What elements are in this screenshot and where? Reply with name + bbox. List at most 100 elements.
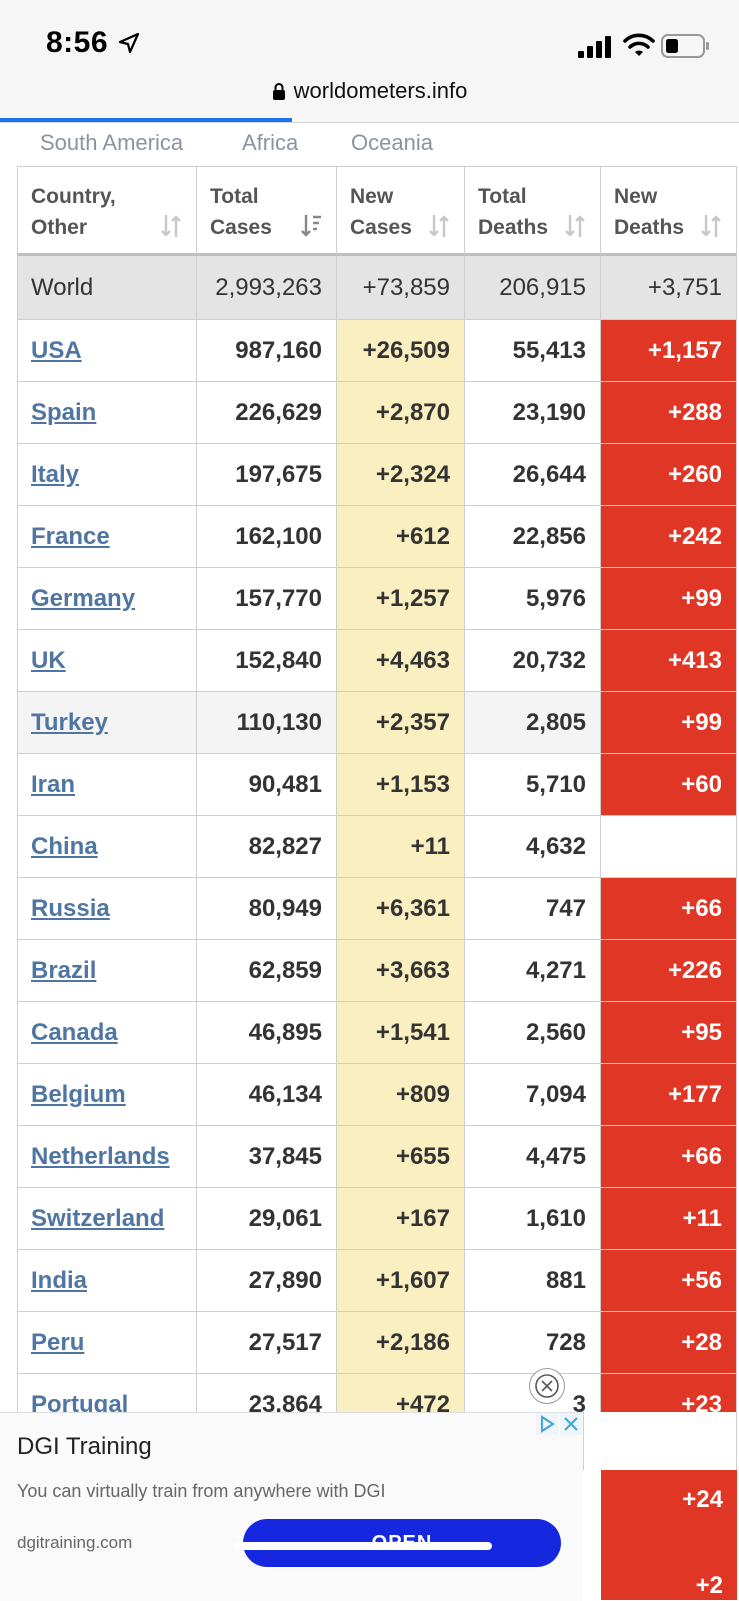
ad-banner[interactable]: DGI Training You can virtually train fro… bbox=[0, 1412, 583, 1601]
total-deaths-cell: 2,560 bbox=[465, 1002, 601, 1064]
total-cases-cell: 37,845 bbox=[197, 1126, 337, 1188]
column-header-label: Total bbox=[478, 185, 527, 208]
country-link[interactable]: India bbox=[31, 1266, 88, 1294]
new-cases-cell: +2,870 bbox=[337, 382, 465, 444]
table-row: Canada 46,895 +1,541 2,560 +95 bbox=[17, 1002, 737, 1064]
country-link[interactable]: Germany bbox=[31, 584, 136, 612]
country-cell: India bbox=[17, 1250, 197, 1312]
country-cell: Switzerland bbox=[17, 1188, 197, 1250]
country-link[interactable]: Iran bbox=[31, 770, 76, 798]
column-header-label: Other bbox=[31, 216, 88, 239]
country-link[interactable]: Belgium bbox=[31, 1080, 126, 1108]
table-row: Turkey 110,130 +2,357 2,805 +99 bbox=[17, 692, 737, 754]
column-header-total-deaths[interactable]: Total Deaths bbox=[465, 166, 601, 256]
country-cell: Turkey bbox=[17, 692, 197, 754]
home-indicator[interactable] bbox=[234, 1542, 492, 1550]
country-link[interactable]: China bbox=[31, 832, 98, 860]
sort-descending-icon[interactable] bbox=[300, 213, 322, 239]
table-cell-peek: +2 bbox=[601, 1530, 737, 1600]
table-row: UK 152,840 +4,463 20,732 +413 bbox=[17, 630, 737, 692]
new-cases-cell: +2,324 bbox=[337, 444, 465, 506]
country-link[interactable]: USA bbox=[31, 336, 82, 364]
country-link[interactable]: Canada bbox=[31, 1018, 118, 1046]
column-header-label: Cases bbox=[210, 216, 272, 239]
new-cases-cell: +1,607 bbox=[337, 1250, 465, 1312]
country-link[interactable]: Spain bbox=[31, 398, 97, 426]
total-deaths-cell: 1,610 bbox=[465, 1188, 601, 1250]
new-deaths-cell: +66 bbox=[601, 1126, 737, 1188]
address-bar[interactable]: worldometers.info bbox=[0, 78, 739, 108]
total-cases-cell: 27,890 bbox=[197, 1250, 337, 1312]
new-cases-cell: +1,257 bbox=[337, 568, 465, 630]
new-deaths-cell: +99 bbox=[601, 568, 737, 630]
divider bbox=[0, 122, 739, 123]
column-header-label: Country, bbox=[31, 185, 116, 208]
country-link[interactable]: Netherlands bbox=[31, 1142, 170, 1170]
total-cases-cell: 987,160 bbox=[197, 320, 337, 382]
ad-description: You can virtually train from anywhere wi… bbox=[17, 1481, 386, 1501]
close-ad-button[interactable] bbox=[529, 1368, 565, 1404]
total-cases-cell: 27,517 bbox=[197, 1312, 337, 1374]
country-link[interactable]: Switzerland bbox=[31, 1204, 165, 1232]
new-cases-cell: +6,361 bbox=[337, 878, 465, 940]
tab-africa[interactable]: Africa bbox=[242, 130, 299, 155]
country-link[interactable]: Peru bbox=[31, 1328, 85, 1356]
table-row: Italy 197,675 +2,324 26,644 +260 bbox=[17, 444, 737, 506]
ad-title: DGI Training bbox=[17, 1433, 152, 1460]
covid-table: Country, Other Total Cases New Cases Total Deat… bbox=[17, 166, 737, 1436]
column-header-new-cases[interactable]: New Cases bbox=[337, 166, 465, 256]
table-cell-peek: +24 bbox=[601, 1470, 737, 1530]
sort-icon[interactable] bbox=[700, 213, 722, 239]
new-deaths-cell: +177 bbox=[601, 1064, 737, 1126]
country-link[interactable]: Italy bbox=[31, 460, 80, 488]
ad-close-icon[interactable] bbox=[560, 1413, 582, 1435]
country-link[interactable]: France bbox=[31, 522, 110, 550]
total-deaths-cell: 5,976 bbox=[465, 568, 601, 630]
tab-south-america[interactable]: South America bbox=[40, 130, 184, 155]
sort-icon[interactable] bbox=[428, 213, 450, 239]
total-cases-cell: 197,675 bbox=[197, 444, 337, 506]
url-text: worldometers.info bbox=[293, 78, 468, 103]
battery-icon bbox=[661, 34, 709, 58]
table-row: Brazil 62,859 +3,663 4,271 +226 bbox=[17, 940, 737, 1002]
tab-oceania[interactable]: Oceania bbox=[351, 130, 433, 155]
new-deaths-cell: +60 bbox=[601, 754, 737, 816]
new-deaths-cell: +95 bbox=[601, 1002, 737, 1064]
column-header-label: New bbox=[614, 185, 658, 208]
new-cases-cell: +1,541 bbox=[337, 1002, 465, 1064]
total-cases-cell: 46,895 bbox=[197, 1002, 337, 1064]
total-cases-cell: 82,827 bbox=[197, 816, 337, 878]
new-deaths-cell: +288 bbox=[601, 382, 737, 444]
column-header-label: New bbox=[350, 185, 394, 208]
country-cell: Brazil bbox=[17, 940, 197, 1002]
sort-icon[interactable] bbox=[564, 213, 586, 239]
column-header-label: Cases bbox=[350, 216, 412, 239]
country-cell: Peru bbox=[17, 1312, 197, 1374]
ad-choices-icon[interactable] bbox=[536, 1413, 558, 1435]
sort-icon[interactable] bbox=[160, 213, 182, 239]
total-deaths-cell: 26,644 bbox=[465, 444, 601, 506]
country-cell: Germany bbox=[17, 568, 197, 630]
new-deaths-cell: +242 bbox=[601, 506, 737, 568]
total-cases-cell: 226,629 bbox=[197, 382, 337, 444]
total-cases-cell: 110,130 bbox=[197, 692, 337, 754]
new-cases-cell: +2,186 bbox=[337, 1312, 465, 1374]
new-deaths-cell: +260 bbox=[601, 444, 737, 506]
column-header-label: Deaths bbox=[478, 216, 549, 239]
column-header-country[interactable]: Country, Other bbox=[17, 166, 197, 256]
page-load-progress bbox=[0, 118, 292, 122]
country-link[interactable]: UK bbox=[31, 646, 66, 674]
country-link[interactable]: Brazil bbox=[31, 956, 97, 984]
column-header-new-deaths[interactable]: New Deaths bbox=[601, 166, 737, 256]
total-cases-cell: 157,770 bbox=[197, 568, 337, 630]
new-cases-cell: +809 bbox=[337, 1064, 465, 1126]
world-new-deaths-cell: +3,751 bbox=[601, 256, 737, 320]
new-cases-cell: +11 bbox=[337, 816, 465, 878]
world-total-cases-cell: 2,993,263 bbox=[197, 256, 337, 320]
country-link[interactable]: Russia bbox=[31, 894, 110, 922]
new-deaths-cell bbox=[601, 816, 737, 878]
total-deaths-cell: 20,732 bbox=[465, 630, 601, 692]
column-header-total-cases[interactable]: Total Cases bbox=[197, 166, 337, 256]
country-link[interactable]: Turkey bbox=[31, 708, 108, 736]
table-cell-blank bbox=[583, 1412, 737, 1470]
